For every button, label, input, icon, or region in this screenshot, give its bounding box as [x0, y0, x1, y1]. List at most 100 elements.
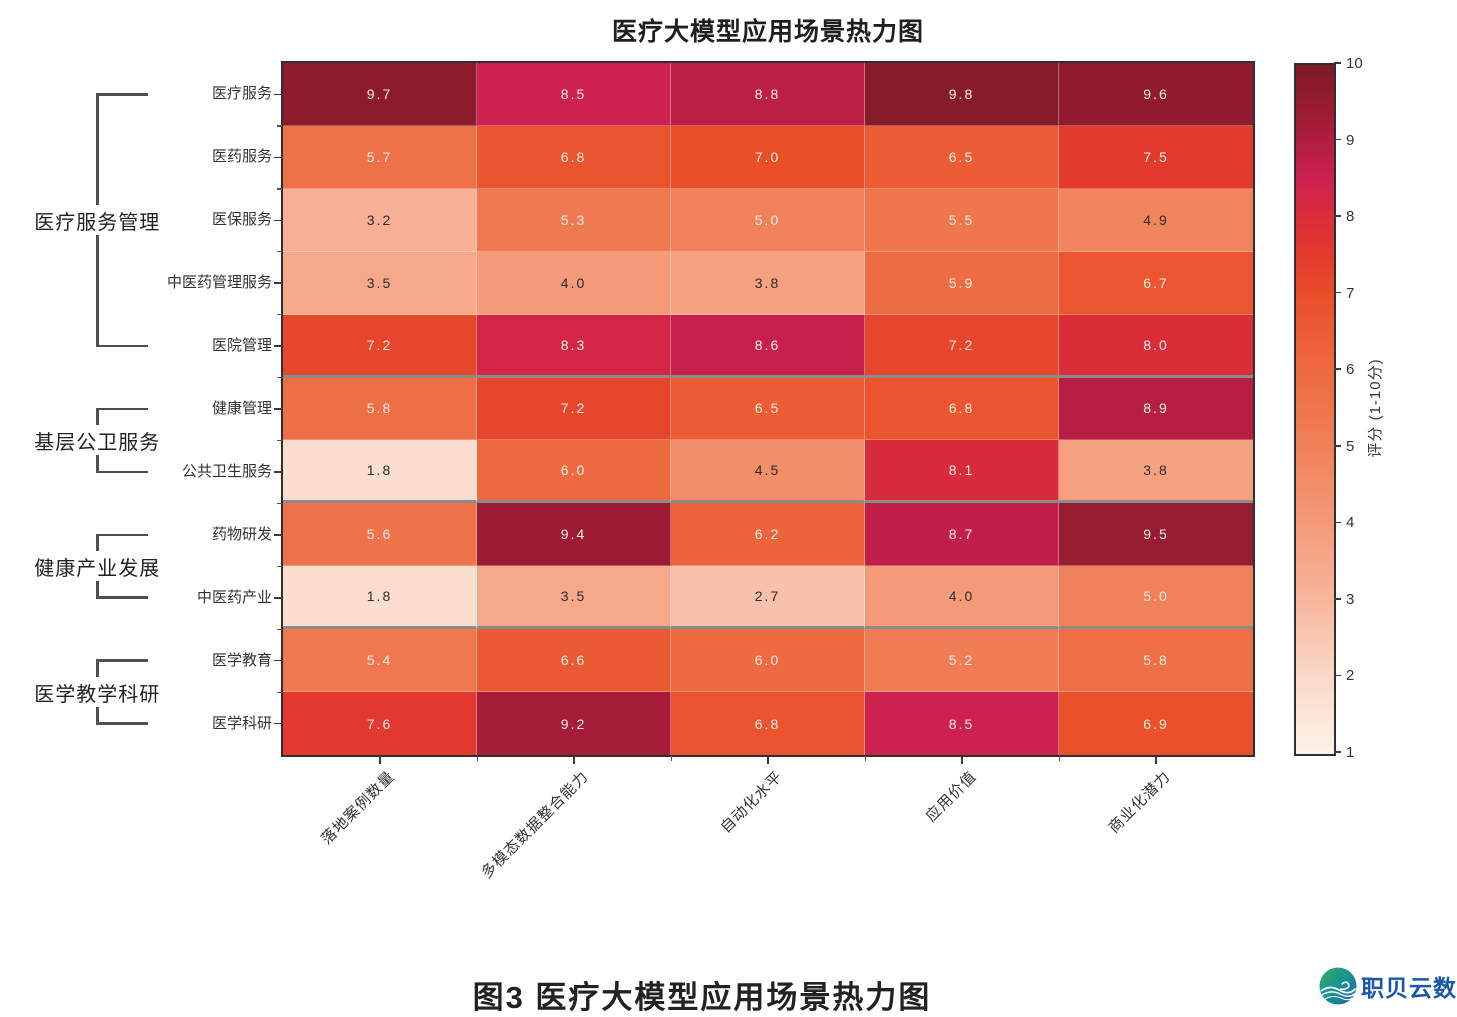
heatmap-cell: 1.8	[283, 566, 477, 630]
heatmap-cell: 6.8	[865, 377, 1059, 441]
colorbar-tick	[1334, 674, 1341, 677]
cell-value: 9.5	[1143, 526, 1169, 543]
heatmap-cell: 5.6	[283, 503, 477, 567]
heatmap-plot: 9.7 8.5 8.8 9.8 9.6 5.7 6.8 7.0 6.5 7.5 3.2 5.3 5.0 5…	[281, 61, 1255, 757]
heatmap-cell: 9.4	[477, 503, 671, 567]
cell-value: 5.5	[948, 211, 975, 228]
colorbar-tick-label: 4	[1346, 514, 1355, 532]
cell-value: 5.8	[1143, 652, 1169, 669]
row-group-label: 基层公卫服务	[12, 425, 183, 456]
cell-value: 6.5	[754, 400, 781, 417]
y-axis-tick	[274, 596, 282, 599]
y-axis-minor-tick	[277, 188, 282, 190]
colorbar-tick-label: 9	[1346, 131, 1355, 149]
heatmap-cell: 4.0	[477, 251, 671, 315]
colorbar-tick	[1334, 521, 1341, 524]
heatmap-cell: 8.5	[477, 63, 671, 126]
row-label: 医学科研	[211, 714, 272, 732]
heatmap-cell: 5.5	[865, 188, 1059, 252]
cell-value: 8.9	[1143, 400, 1169, 417]
logo-text: 职贝云数	[1361, 975, 1457, 1001]
cell-value: 6.9	[1143, 715, 1169, 732]
group-bracket-arm	[96, 93, 148, 96]
group-bracket-arm	[96, 533, 148, 537]
group-bracket-arm	[96, 407, 148, 411]
x-axis-minor-tick	[670, 756, 672, 761]
y-axis-minor-tick	[277, 314, 282, 316]
row-group-label: 医学教学科研	[12, 677, 183, 708]
cell-value: 4.9	[1143, 211, 1169, 228]
heatmap-cell: 8.7	[865, 503, 1059, 567]
cell-value: 5.3	[560, 211, 587, 228]
heatmap-cell: 6.5	[865, 125, 1059, 189]
heatmap-cell: 9.8	[865, 63, 1059, 126]
cell-value: 7.0	[754, 148, 781, 165]
cell-value: 6.5	[948, 148, 975, 165]
cell-value: 9.8	[948, 85, 975, 102]
y-axis-tick	[274, 534, 282, 536]
cell-value: 8.5	[948, 715, 975, 732]
heatmap-cell: 3.8	[1059, 440, 1253, 504]
cell-value: 5.2	[948, 652, 975, 669]
heatmap-cell: 5.0	[1059, 566, 1253, 630]
cell-value: 7.2	[948, 336, 975, 353]
cell-value: 5.7	[366, 148, 393, 165]
heatmap-cell: 7.2	[865, 314, 1059, 378]
x-axis-tick	[1155, 756, 1157, 764]
logo-wave-icon	[1319, 967, 1357, 1005]
cell-value: 3.8	[754, 274, 781, 291]
cell-value: 6.7	[1143, 274, 1169, 291]
cell-value: 5.0	[1143, 588, 1169, 605]
y-axis-minor-tick	[277, 628, 282, 630]
y-axis-tick	[274, 345, 282, 347]
row-label: 医保服务	[211, 211, 272, 229]
cell-value: 2.7	[754, 588, 781, 605]
cell-value: 6.6	[560, 652, 587, 669]
heatmap-cell: 6.7	[1059, 251, 1253, 315]
column-label: 商业化潜力	[1105, 768, 1175, 837]
y-axis-minor-tick	[277, 691, 282, 693]
heatmap-cell: 1.8	[283, 440, 477, 504]
colorbar-tick	[1334, 62, 1341, 64]
heatmap-cell: 8.8	[671, 63, 865, 126]
heatmap-cell: 5.8	[283, 377, 477, 441]
heatmap-cell: 9.7	[283, 63, 477, 126]
y-axis-tick	[274, 722, 282, 725]
row-label: 医药服务	[211, 148, 272, 166]
y-axis-tick	[274, 156, 282, 159]
cell-value: 7.6	[366, 715, 393, 732]
colorbar-axis-label: 评分 (1-10分)	[1367, 357, 1384, 458]
colorbar-tick	[1334, 215, 1341, 217]
heatmap-cell: 7.5	[1059, 125, 1253, 189]
heatmap-cell: 6.0	[477, 440, 671, 504]
heatmap-cell: 8.6	[671, 314, 865, 378]
cell-value: 3.2	[366, 211, 393, 228]
cell-value: 5.6	[366, 526, 393, 543]
heatmap-cell: 6.8	[671, 692, 865, 755]
column-label: 自动化水平	[717, 768, 787, 837]
row-label: 医学教育	[211, 651, 272, 669]
group-bracket-arm	[96, 344, 148, 348]
figure-caption: 图3 医疗大模型应用场景热力图	[472, 980, 932, 1015]
cell-value: 7.2	[366, 336, 393, 353]
cell-value: 6.8	[560, 148, 587, 165]
row-label: 医院管理	[211, 337, 272, 355]
column-label: 应用价值	[922, 768, 981, 826]
cell-value: 3.5	[366, 274, 393, 291]
colorbar-tick-label: 6	[1346, 361, 1355, 379]
cell-value: 8.0	[1143, 336, 1169, 353]
colorbar-tick-label: 10	[1346, 55, 1363, 72]
y-axis-minor-tick	[277, 377, 282, 379]
y-axis-tick	[274, 219, 282, 222]
row-label: 公共卫生服务	[181, 462, 272, 480]
y-axis-minor-tick	[277, 439, 282, 442]
heatmap-cell: 6.0	[671, 629, 865, 693]
cell-value: 8.7	[948, 526, 975, 543]
heatmap-cell: 7.0	[671, 125, 865, 189]
group-bracket-arm	[96, 470, 148, 474]
heatmap-cell: 7.6	[283, 692, 477, 755]
group-bracket-arm	[96, 722, 148, 725]
heatmap-cell: 6.2	[671, 503, 865, 567]
row-label: 药物研发	[211, 525, 272, 543]
heatmap-cell: 3.5	[283, 251, 477, 315]
